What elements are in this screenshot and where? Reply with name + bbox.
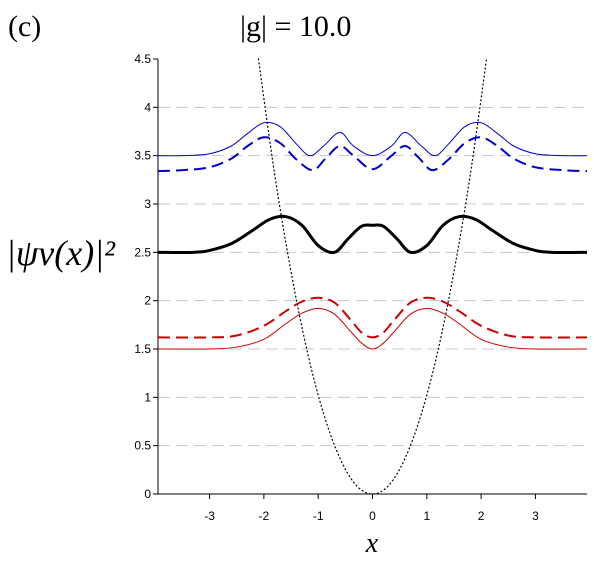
x-tick-label-6: 3 — [532, 509, 539, 523]
series-line-2 — [157, 136, 588, 173]
tick-labels: 0 0.5 1 1.5 2 2.5 3 3.5 4 4.5 -3 -2 -1 0 1 2 3 — [134, 52, 539, 523]
y-axis-label: |ψν(x)|² — [6, 233, 115, 273]
y-tick-label-5: 2.5 — [134, 245, 151, 259]
x-tick-label-1: -2 — [259, 509, 270, 523]
y-tick-label-2: 1 — [144, 390, 151, 404]
y-tick-label-1: 0.5 — [134, 439, 151, 453]
series-group — [157, 58, 588, 495]
axes — [153, 58, 587, 499]
y-tick-label-8: 4 — [144, 100, 151, 114]
grid-lines — [158, 106, 587, 447]
x-axis-label: x — [365, 528, 379, 559]
panel-label: (c) — [8, 10, 42, 43]
y-tick-label-4: 2 — [144, 294, 151, 308]
series-line-3 — [157, 214, 588, 255]
x-tick-label-5: 2 — [478, 509, 485, 523]
y-tick-label-3: 1.5 — [134, 342, 151, 356]
y-tick-label-6: 3 — [144, 197, 151, 211]
series-line-1 — [157, 121, 588, 157]
x-tick-label-0: -3 — [204, 509, 215, 523]
series-line-4 — [157, 296, 588, 339]
series-line-0 — [257, 58, 488, 495]
chart-title: |g| = 10.0 — [240, 10, 352, 43]
series-line-5 — [157, 307, 588, 350]
x-tick-label-2: -1 — [313, 509, 324, 523]
x-tick-label-3: 0 — [369, 509, 376, 523]
y-tick-label-7: 3.5 — [134, 149, 151, 163]
y-tick-label-0: 0 — [144, 487, 151, 501]
y-tick-label-9: 4.5 — [134, 52, 151, 66]
x-tick-label-4: 1 — [423, 509, 430, 523]
